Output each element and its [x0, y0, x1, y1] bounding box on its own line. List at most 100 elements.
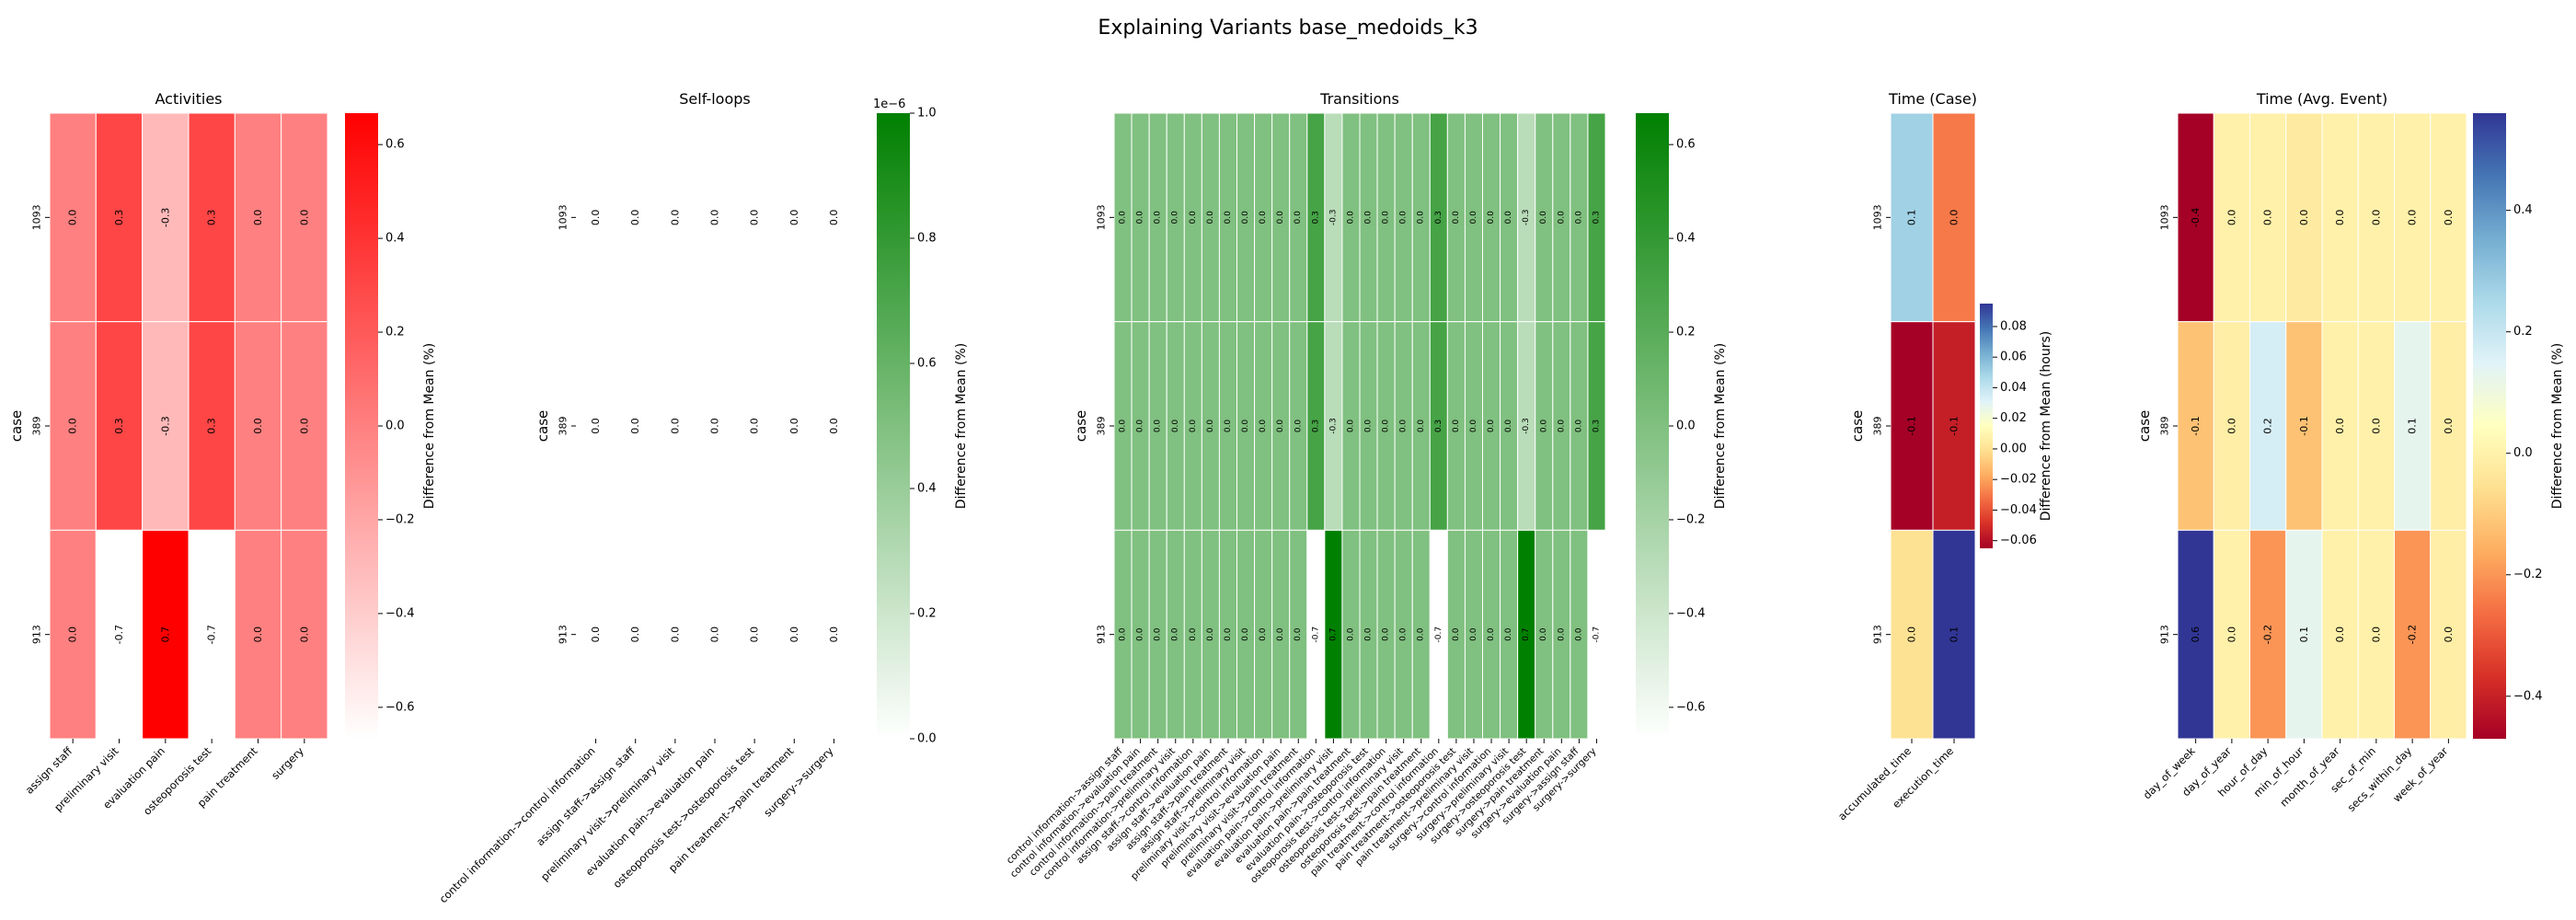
cell-value-label: 0.3 — [113, 418, 125, 434]
cell-value-label: 0.3 — [113, 210, 125, 226]
heatmap-cell — [1932, 529, 1976, 740]
heatmap-cell — [142, 112, 190, 323]
cell-value-label: 0.0 — [1206, 420, 1215, 433]
heatmap-cell — [2285, 112, 2323, 323]
colorbar — [1980, 304, 1993, 548]
cell-value-label: 0.3 — [1434, 420, 1443, 432]
colorbar-tick-label: 0.4 — [1676, 232, 1696, 246]
heatmap-cell — [615, 113, 656, 322]
cell-value-label: -0.4 — [2190, 208, 2202, 227]
cell-value-label: 0.0 — [788, 418, 800, 434]
colorbar-tick-label: 0.08 — [2000, 319, 2027, 333]
colorbar-offset-text: 1e−6 — [873, 98, 905, 111]
cell-value-label: 0.0 — [1294, 627, 1303, 641]
cell-value-label: 0.0 — [1119, 211, 1128, 224]
cell-value-label: 0.0 — [629, 210, 641, 226]
cell-value-label: 0.0 — [1452, 211, 1461, 224]
cell-value-label: 0.0 — [1382, 420, 1391, 433]
cell-value-label: 0.3 — [206, 210, 218, 226]
cell-value-label: 0.0 — [67, 210, 79, 226]
cell-value-label: -0.2 — [2407, 625, 2419, 644]
colorbar-tick-label: 0.2 — [2513, 325, 2533, 339]
heatmap-cell — [734, 321, 775, 531]
cell-value-label: 0.0 — [749, 418, 761, 434]
cell-value-label: 0.0 — [2370, 627, 2382, 643]
colorbar-label: Difference from Mean (%) — [2550, 343, 2565, 509]
y-axis-label: case — [8, 410, 25, 442]
y-tick-label: 1093 — [2159, 204, 2171, 230]
colorbar-tick-label: 0.0 — [917, 732, 937, 746]
cell-value-label: 0.0 — [709, 627, 721, 643]
colorbar-tick-label: 0.0 — [385, 420, 405, 433]
cell-value-label: -0.7 — [113, 625, 125, 644]
cell-value-label: 0.0 — [1504, 627, 1513, 641]
heatmap-panel: Activities 0.0 0.3 -0.3 0.3 0.0 0.0 0.0 0.3 -0.3 0… — [8, 90, 437, 818]
cell-value-label: 0.0 — [788, 210, 800, 226]
cell-value-label: 0.0 — [1259, 627, 1268, 641]
cell-value-label: 0.0 — [1949, 210, 1961, 226]
cell-value-label: -0.3 — [1328, 418, 1338, 434]
cell-value-label: 0.0 — [1171, 211, 1180, 224]
colorbar-tick-label: −0.06 — [2000, 534, 2037, 547]
cell-value-label: 0.0 — [1171, 420, 1180, 433]
cell-value-label: -0.7 — [1311, 627, 1320, 643]
cell-value-label: 0.0 — [1574, 211, 1583, 224]
cell-value-label: 0.0 — [1189, 420, 1198, 433]
colorbar-tick-label: 0.2 — [1676, 326, 1696, 339]
colorbar-tick-label: −0.6 — [1676, 700, 1706, 714]
cell-value-label: 0.0 — [1136, 211, 1145, 224]
cell-value-label: -0.1 — [1906, 416, 1918, 435]
heatmap-cell — [95, 529, 144, 740]
colorbar-tick-label: −0.4 — [385, 606, 415, 620]
cell-value-label: 0.0 — [1557, 211, 1566, 224]
heatmap-cell — [2285, 321, 2323, 531]
heatmap-cell — [2285, 529, 2323, 740]
cell-value-label: 0.0 — [2407, 210, 2419, 226]
panel-title: Time (Avg. Event) — [2256, 90, 2387, 108]
heatmap-cell — [1890, 321, 1934, 531]
cell-value-label: -0.1 — [1949, 416, 1961, 435]
cell-value-label: 0.3 — [206, 418, 218, 434]
cell-value-label: 0.0 — [1539, 420, 1548, 433]
cell-value-label: 0.0 — [1241, 211, 1250, 224]
heatmap-cell — [774, 321, 814, 531]
cell-value-label: 0.0 — [1346, 211, 1355, 224]
heatmap-cell — [2213, 529, 2250, 740]
y-axis-label: case — [1073, 410, 1089, 442]
cell-value-label: 0.0 — [252, 210, 264, 226]
heatmap-cell — [2394, 529, 2432, 740]
cell-value-label: 0.0 — [1241, 627, 1250, 641]
heatmap-cell — [234, 112, 282, 323]
cell-value-label: 0.0 — [2443, 418, 2455, 434]
cell-value-label: 0.0 — [1399, 420, 1409, 433]
cell-value-label: 0.0 — [1364, 627, 1374, 641]
heatmap-cell — [2321, 321, 2359, 531]
cell-value-label: -0.1 — [2190, 416, 2202, 435]
cell-value-label: 0.0 — [1259, 420, 1268, 433]
heatmap-panel: Transitions 0.0 0.0 0.0 0.0 0.0 0.0 0.0 0.0 0.0 0.… — [1005, 90, 1728, 886]
cell-value-label: 0.0 — [590, 627, 602, 643]
cell-value-label: 0.7 — [1522, 628, 1531, 641]
colorbar-tick-label: 0.4 — [2513, 203, 2533, 217]
y-tick-label: 1093 — [31, 204, 43, 230]
heatmap-cell — [2213, 112, 2250, 323]
cell-value-label: 0.0 — [1259, 211, 1268, 224]
cell-value-label: 0.0 — [669, 418, 681, 434]
heatmap-cell — [576, 321, 616, 531]
cell-value-label: 0.0 — [1224, 211, 1233, 224]
cell-value-label: 0.0 — [1171, 627, 1180, 641]
cell-value-label: 0.0 — [252, 418, 264, 434]
cell-value-label: 0.0 — [1417, 420, 1426, 433]
cell-value-label: -0.1 — [2298, 416, 2310, 435]
heatmap-cell — [2249, 112, 2287, 323]
figure-title: Explaining Variants base_medoids_k3 — [1098, 17, 1478, 40]
cell-value-label: 0.0 — [1206, 211, 1215, 224]
cell-value-label: 0.0 — [1241, 420, 1250, 433]
cell-value-label: 0.0 — [1119, 627, 1128, 641]
colorbar-tick-label: 1.0 — [917, 107, 937, 121]
colorbar-tick-label: 0.00 — [2000, 442, 2027, 455]
cell-value-label: 0.0 — [629, 627, 641, 643]
cell-value-label: 0.0 — [1452, 627, 1461, 641]
colorbar — [2473, 113, 2506, 739]
heatmap-cell — [2177, 112, 2214, 323]
